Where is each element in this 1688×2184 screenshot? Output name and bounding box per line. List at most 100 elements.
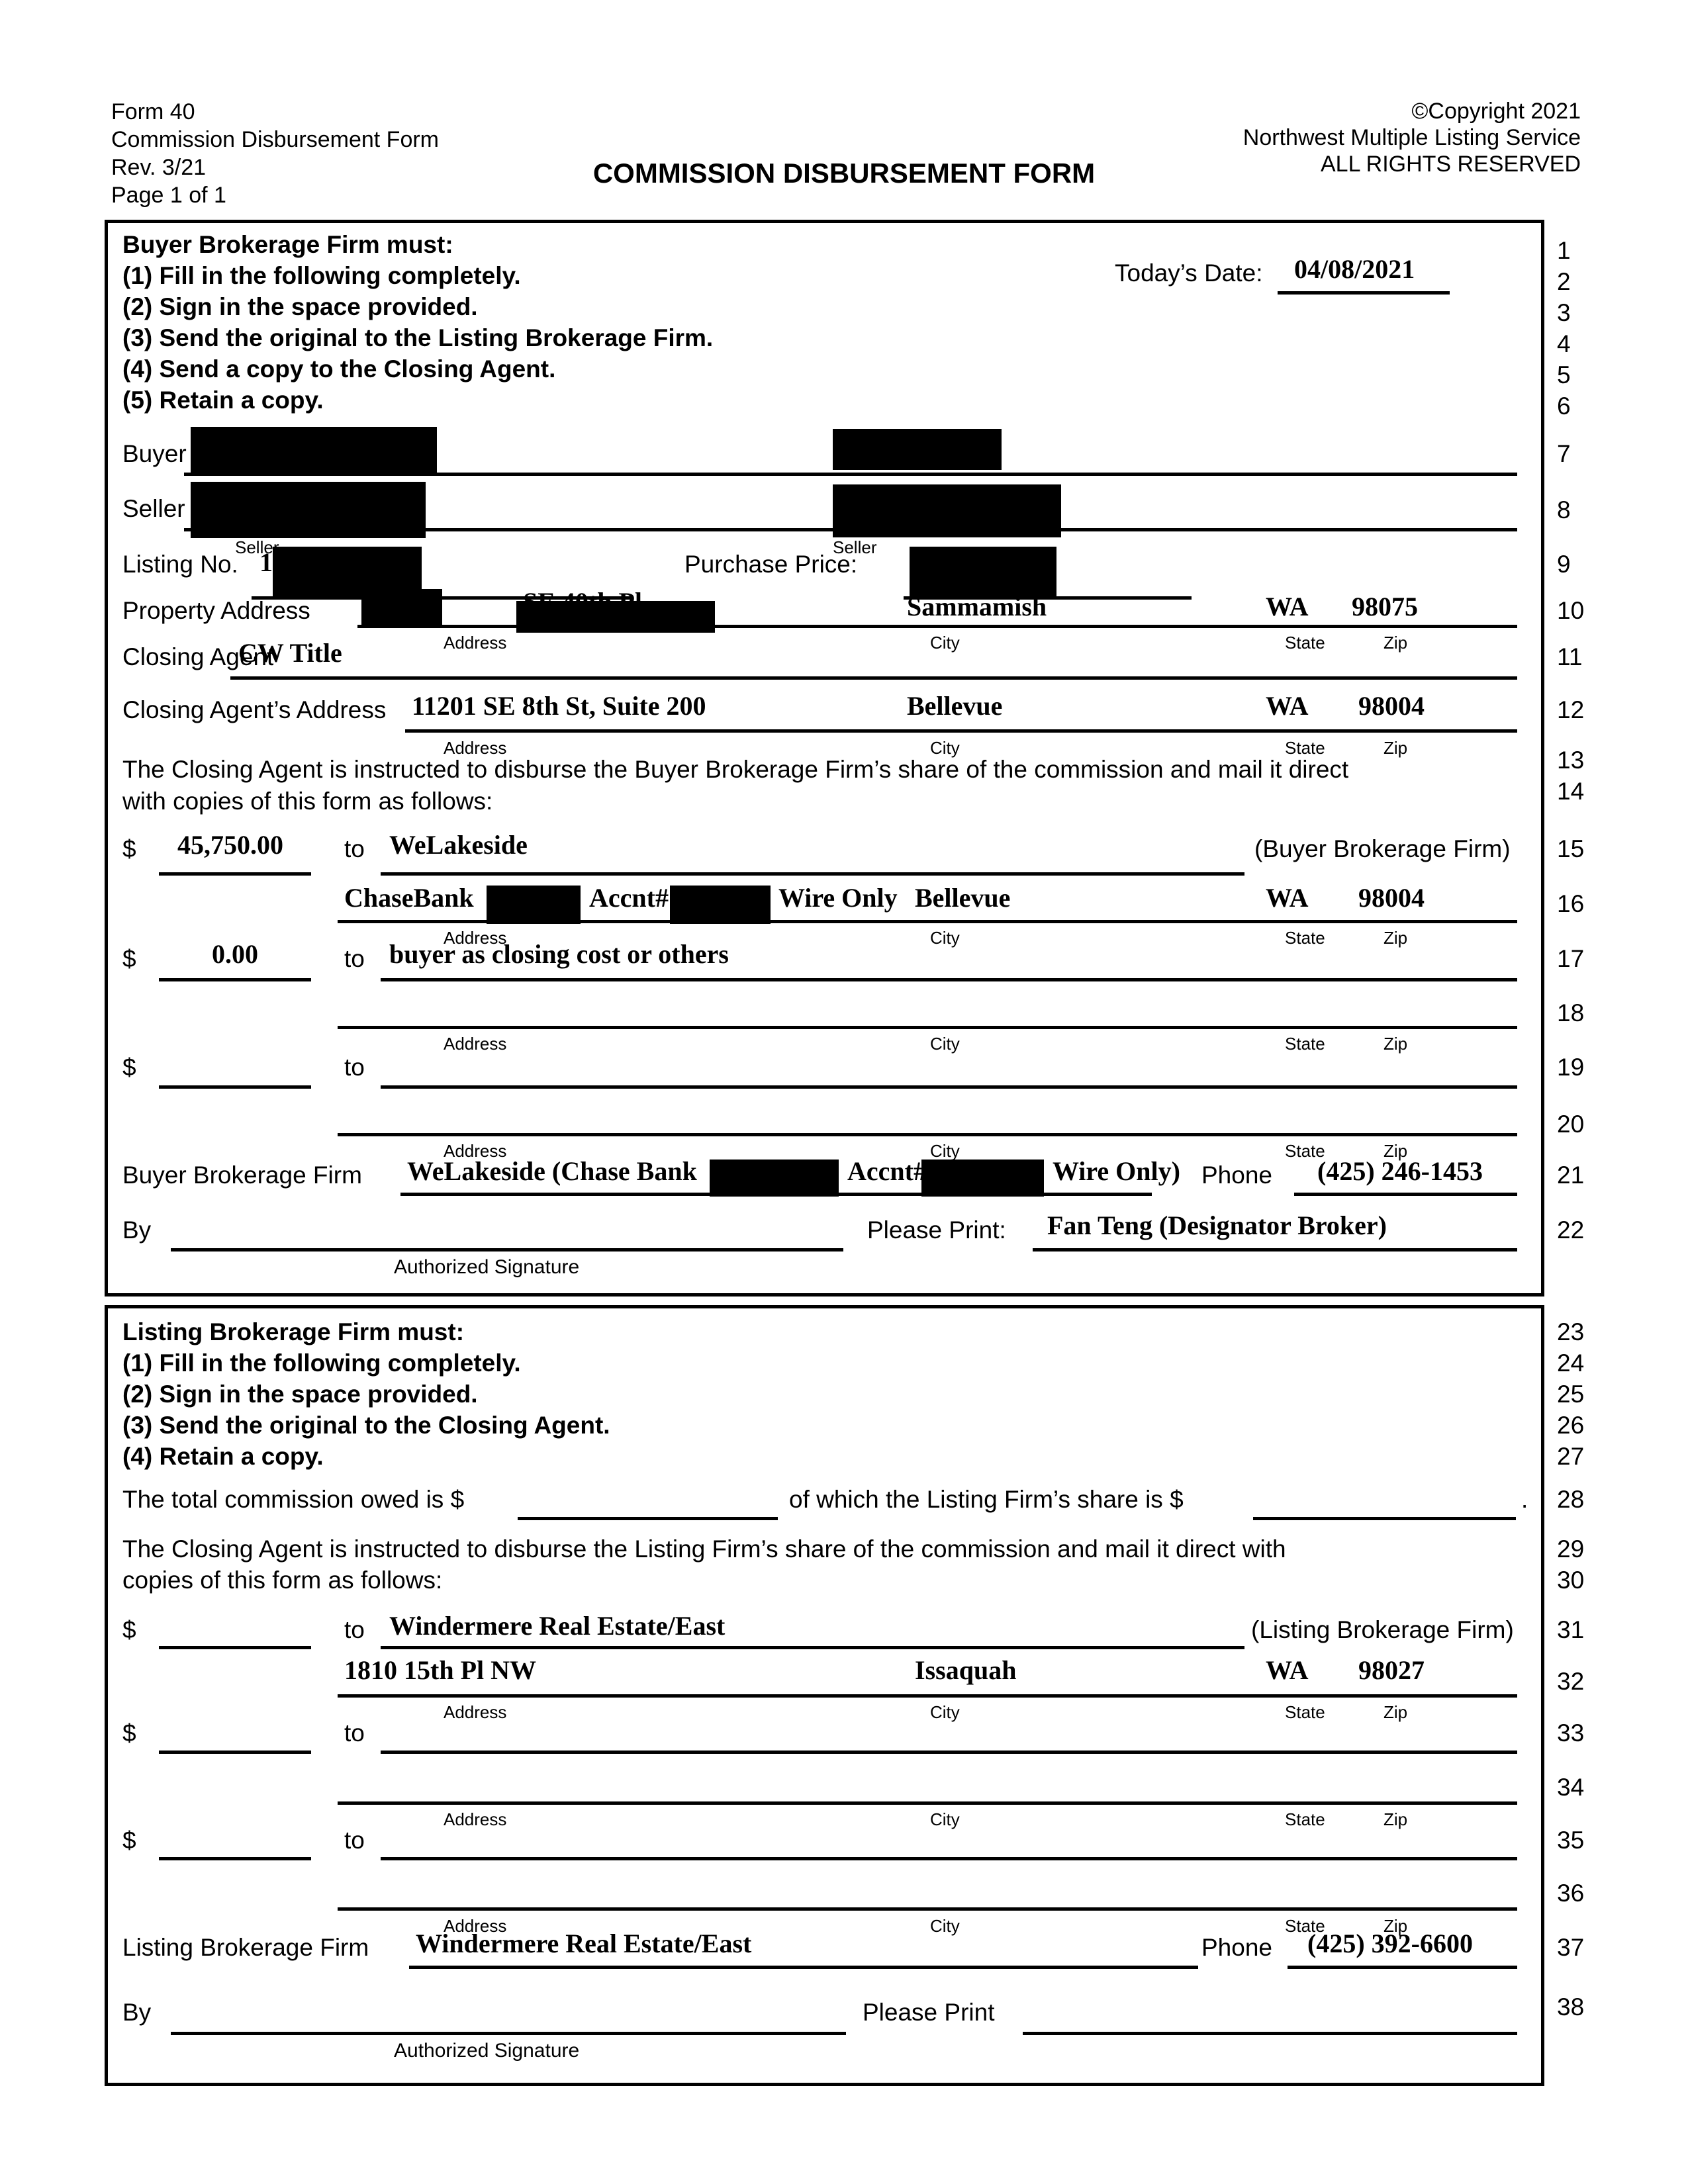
line-number: 38 — [1557, 1993, 1585, 2021]
column-label-zip: Zip — [1383, 1702, 1408, 1722]
line-number: 37 — [1557, 1934, 1585, 1961]
buyer-phone-line — [1294, 1193, 1517, 1196]
listing-phone-value: (425) 392-6600 — [1307, 1929, 1473, 1958]
listing-disb2-address-line — [338, 1801, 1517, 1805]
disbursement1-amount-line — [159, 872, 311, 876]
column-label-zip: Zip — [1383, 1916, 1408, 1936]
listing-section-heading: Listing Brokerage Firm must: — [122, 1318, 465, 1345]
disbursement3-address-line — [338, 1133, 1517, 1136]
property-zip: 98075 — [1352, 592, 1418, 621]
closing-agent-line — [230, 676, 1517, 680]
to-label-3: to — [344, 1054, 365, 1081]
form-name: Commission Disbursement Form — [111, 127, 439, 152]
total-commission-pre: The total commission owed is $ — [122, 1486, 465, 1513]
column-label-state: State — [1285, 928, 1325, 948]
buyer-please-print-line — [1033, 1248, 1517, 1251]
page-title: COMMISSION DISBURSEMENT FORM — [592, 158, 1096, 189]
to-label-1: to — [344, 835, 365, 862]
disbursement1-amount: 45,750.00 — [177, 830, 283, 860]
listing-disb1-amount-line — [159, 1646, 311, 1649]
line-number: 12 — [1557, 696, 1585, 723]
buyer-firm-value-post: Wire Only) — [1053, 1156, 1180, 1186]
line-number: 8 — [1557, 496, 1571, 523]
seller-sublabel-2: Seller — [833, 537, 877, 557]
closing-agent-address-value: 11201 SE 8th St, Suite 200 — [412, 691, 706, 721]
purchase-price-label: Purchase Price: — [684, 551, 858, 578]
line-number: 27 — [1557, 1443, 1585, 1470]
closing-agent-city: Bellevue — [907, 691, 1003, 721]
disbursement1-city: Bellevue — [915, 883, 1011, 913]
line-number: 25 — [1557, 1381, 1585, 1408]
line-number: 34 — [1557, 1774, 1585, 1801]
buyer-brokerage-section-border — [105, 220, 1544, 1297]
buyer-instruction-1: (1) Fill in the following completely. — [122, 262, 521, 289]
total-commission-end: . — [1521, 1486, 1528, 1513]
property-address-line — [357, 625, 1517, 628]
redaction-buyer-1 — [191, 427, 437, 473]
column-label-address: Address — [444, 738, 507, 758]
disbursement1-state: WA — [1266, 883, 1309, 913]
column-label-address: Address — [444, 1702, 507, 1722]
listing-instruction-3: (3) Send the original to the Closing Age… — [122, 1412, 610, 1439]
redaction-property-number — [361, 589, 442, 627]
listing-please-print-line — [1023, 2032, 1517, 2035]
form-revision: Rev. 3/21 — [111, 155, 207, 180]
line-number: 2 — [1557, 268, 1571, 295]
disbursement2-address-line — [338, 1026, 1517, 1029]
listing-disb1-city: Issaquah — [915, 1655, 1017, 1685]
listing-by-label: By — [122, 1999, 152, 2026]
disbursement2-payee: buyer as closing cost or others — [389, 939, 729, 969]
buyer-authorized-signature-label: Authorized Signature — [394, 1256, 580, 1278]
disbursement1-zip: 98004 — [1358, 883, 1425, 913]
line-number: 35 — [1557, 1827, 1585, 1854]
disbursement3-payee-line — [381, 1085, 1517, 1089]
disbursement1-accnt-label: Accnt# — [589, 883, 669, 913]
disbursement1-payee: WeLakeside — [389, 830, 528, 860]
buyer-instruction-2: (2) Sign in the space provided. — [122, 293, 478, 320]
redaction-firm-account — [921, 1160, 1044, 1197]
buyer-section-heading: Buyer Brokerage Firm must: — [122, 231, 453, 258]
redaction-buyer-2 — [833, 429, 1002, 470]
listing-disb2-payee-line — [381, 1751, 1517, 1754]
listing-no-label: Listing No. — [122, 551, 238, 578]
line-number: 21 — [1557, 1161, 1585, 1189]
line-number: 5 — [1557, 361, 1571, 388]
column-label-state: State — [1285, 1916, 1325, 1936]
property-state: WA — [1266, 592, 1309, 621]
listing-signature-line — [171, 2032, 846, 2035]
column-label-zip: Zip — [1383, 738, 1408, 758]
buyer-brokerage-firm-suffix: (Buyer Brokerage Firm) — [1254, 835, 1511, 862]
line-number: 36 — [1557, 1880, 1585, 1907]
closing-agent-value: CW Title — [238, 638, 342, 668]
listing-disb3-amount-line — [159, 1857, 311, 1860]
listing-brokerage-section-border — [105, 1305, 1544, 2086]
column-label-state: State — [1285, 633, 1325, 653]
dollar-sign-5: $ — [122, 1719, 136, 1747]
to-label-5: to — [344, 1719, 365, 1747]
closing-agent-label: Closing Agent — [122, 643, 274, 670]
buyer-phone-label: Phone — [1201, 1161, 1272, 1189]
line-number: 19 — [1557, 1054, 1585, 1081]
buyer-by-label: By — [122, 1216, 152, 1244]
listing-firm-value: Windermere Real Estate/East — [416, 1929, 752, 1958]
form-header-right: ©Copyright 2021 Northwest Multiple Listi… — [1243, 98, 1581, 177]
buyer-instruction-3: (3) Send the original to the Listing Bro… — [122, 324, 714, 351]
column-label-city: City — [930, 1809, 960, 1829]
column-label-city: City — [930, 633, 960, 653]
column-label-state: State — [1285, 1702, 1325, 1722]
listing-disb1-address-line — [338, 1694, 1517, 1698]
buyer-row-label: Buyer — [122, 440, 187, 467]
disbursement3-amount-line — [159, 1085, 311, 1089]
listing-disb1-address: 1810 15th Pl NW — [344, 1655, 536, 1685]
line-number: 31 — [1557, 1616, 1585, 1643]
column-label-zip: Zip — [1383, 1034, 1408, 1054]
todays-date-label: Today’s Date: — [1115, 259, 1263, 287]
column-label-zip: Zip — [1383, 928, 1408, 948]
line-number: 9 — [1557, 551, 1571, 578]
line-number: 3 — [1557, 299, 1571, 326]
listing-phone-line — [1288, 1966, 1517, 1969]
listing-disb1-payee: Windermere Real Estate/East — [389, 1611, 726, 1641]
line-number: 22 — [1557, 1216, 1585, 1244]
line-number: 28 — [1557, 1486, 1585, 1513]
